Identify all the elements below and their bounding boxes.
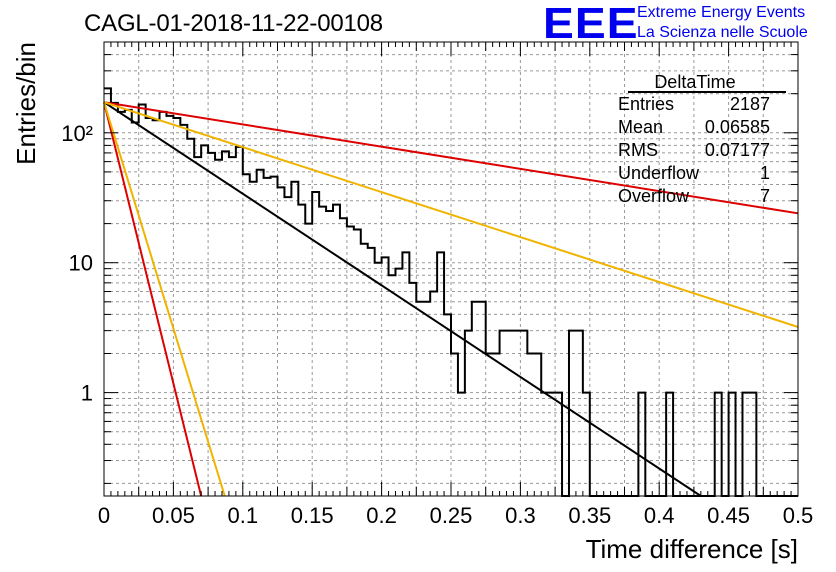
logo-text-line1: Extreme Energy Events bbox=[637, 4, 806, 21]
stats-title: DeltaTime bbox=[654, 72, 736, 92]
stats-key: Entries bbox=[618, 94, 675, 114]
stats-value: 1 bbox=[759, 163, 770, 183]
x-tick-label: 0.5 bbox=[783, 503, 814, 528]
stats-key: Overflow bbox=[618, 186, 690, 206]
fit-line bbox=[103, 101, 702, 497]
logo-text-line2: La Scienza nelle Scuole bbox=[637, 24, 808, 41]
x-tick-label: 0.05 bbox=[152, 503, 195, 528]
x-axis-label: Time difference [s] bbox=[586, 534, 798, 564]
x-tick-label: 0.15 bbox=[291, 503, 334, 528]
x-tick-label: 0.1 bbox=[228, 503, 259, 528]
stats-row-rms: RMS 0.07177 bbox=[618, 140, 770, 162]
stats-box: DeltaTime Entries 2187 Mean 0.06585 RMS … bbox=[612, 72, 786, 206]
stats-key: RMS bbox=[618, 140, 658, 160]
x-tick-label: 0.45 bbox=[707, 503, 750, 528]
stats-row-mean: Mean 0.06585 bbox=[618, 117, 770, 139]
stats-row-underflow: Underflow 1 bbox=[618, 163, 770, 185]
stats-key: Mean bbox=[618, 117, 664, 137]
y-tick-label: 1 bbox=[81, 381, 93, 406]
x-tick-label: 0.25 bbox=[430, 503, 473, 528]
fit-line bbox=[103, 101, 226, 497]
stats-row-entries: Entries 2187 bbox=[618, 94, 770, 116]
stats-row-overflow: Overflow 7 bbox=[618, 186, 770, 208]
x-tick-label: 0.3 bbox=[505, 503, 536, 528]
stats-title-underline bbox=[628, 91, 786, 93]
stats-key: Underflow bbox=[618, 163, 700, 183]
y-tick-label: 10 bbox=[69, 251, 93, 276]
eee-logo: EEE bbox=[543, 0, 639, 48]
stats-value: 0.07177 bbox=[704, 140, 770, 160]
chart-title: CAGL-01-2018-11-22-00108 bbox=[84, 10, 383, 37]
fit-line bbox=[103, 101, 203, 497]
x-tick-label: 0.2 bbox=[366, 503, 397, 528]
y-axis-label: Entries/bin bbox=[11, 42, 41, 165]
fit-line bbox=[103, 101, 799, 328]
y-tick-label: 10² bbox=[61, 121, 93, 146]
x-tick-label: 0 bbox=[98, 503, 110, 528]
fit-line bbox=[103, 101, 799, 215]
stats-value: 0.06585 bbox=[704, 117, 770, 137]
x-tick-label: 0.35 bbox=[568, 503, 611, 528]
stats-value: 2187 bbox=[729, 94, 770, 114]
stats-value: 7 bbox=[759, 186, 770, 206]
x-tick-label: 0.4 bbox=[644, 503, 675, 528]
